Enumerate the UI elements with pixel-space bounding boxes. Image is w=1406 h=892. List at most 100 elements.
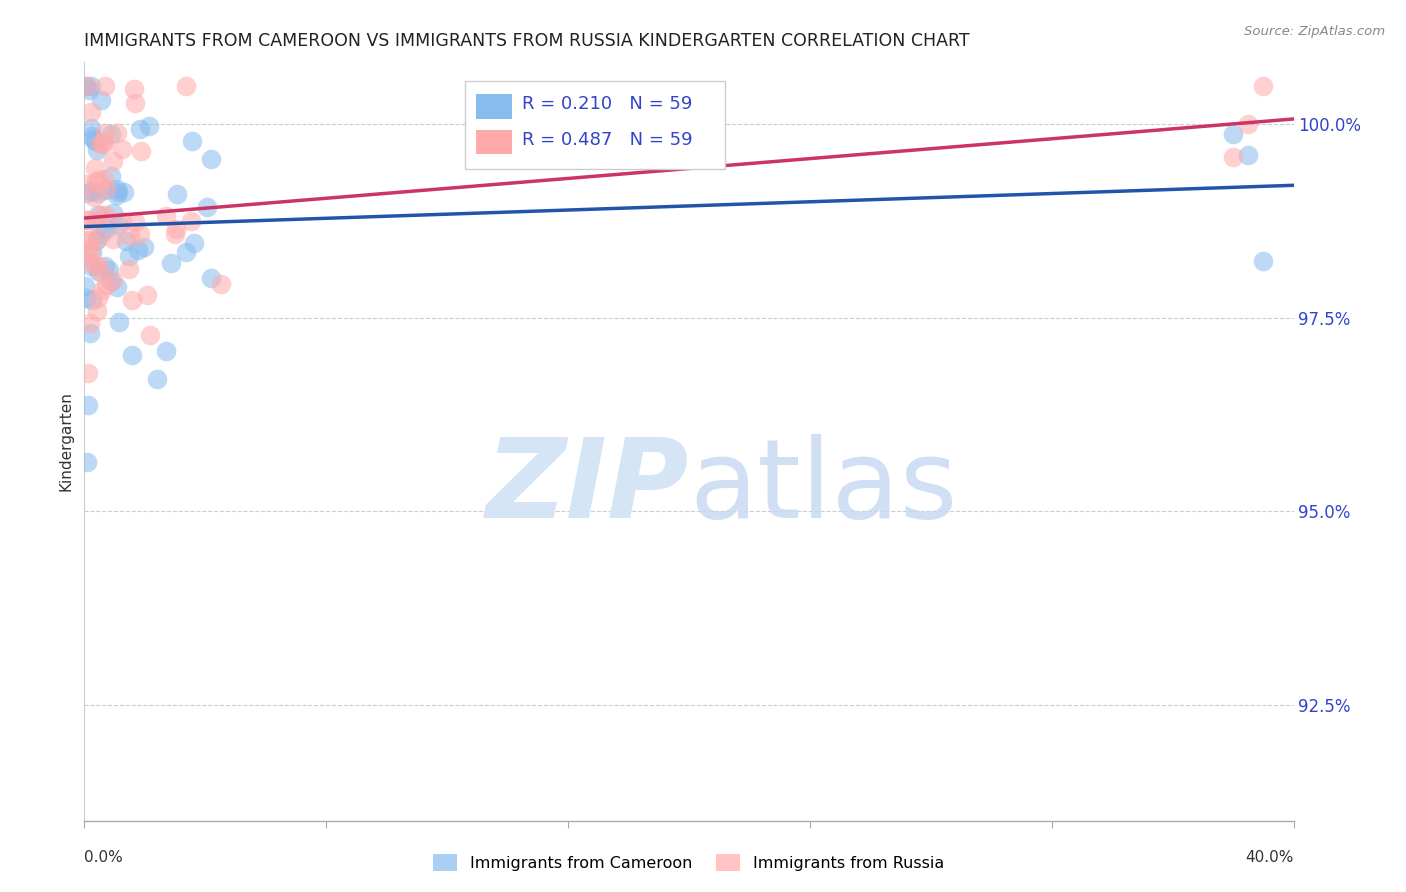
Point: [107, 218, 129, 232]
Point: [112, 185, 135, 199]
Point: [128, 227, 150, 241]
Point: [96, 182, 118, 196]
Point: [86, 186, 108, 201]
Point: [180, 214, 202, 228]
Point: [1253, 254, 1275, 268]
Point: [86, 304, 108, 318]
Point: [77, 83, 100, 97]
Point: [118, 262, 141, 277]
FancyBboxPatch shape: [477, 95, 512, 119]
Point: [111, 213, 134, 227]
Point: [77, 398, 100, 412]
Point: [101, 232, 124, 246]
Point: [76, 366, 98, 380]
Point: [84, 175, 107, 189]
Point: [111, 142, 134, 156]
Point: [86, 232, 108, 246]
Point: [90, 227, 112, 241]
Point: [79, 121, 101, 136]
Point: [79, 316, 101, 330]
Point: [80, 244, 103, 259]
Text: ZIP: ZIP: [485, 434, 689, 541]
Point: [101, 206, 124, 220]
Point: [107, 315, 129, 329]
Point: [115, 234, 138, 248]
Point: [107, 188, 129, 202]
Point: [83, 189, 105, 203]
Point: [129, 122, 152, 136]
Point: [121, 348, 143, 362]
Y-axis label: Kindergarten: Kindergarten: [58, 392, 73, 491]
Point: [94, 208, 117, 222]
Point: [76, 78, 98, 93]
Point: [80, 128, 103, 143]
Point: [75, 212, 97, 227]
Point: [1222, 150, 1244, 164]
Point: [79, 243, 101, 257]
Point: [165, 222, 187, 236]
Point: [90, 93, 112, 107]
Point: [76, 455, 98, 469]
Point: [86, 233, 108, 247]
Point: [84, 161, 107, 175]
Point: [79, 326, 101, 340]
Point: [87, 173, 110, 187]
Point: [122, 82, 145, 96]
Point: [80, 105, 103, 120]
Point: [101, 153, 124, 168]
Point: [87, 292, 110, 306]
Point: [100, 127, 122, 141]
Point: [146, 372, 169, 386]
Point: [124, 96, 146, 111]
Point: [183, 236, 205, 251]
Point: [127, 243, 149, 257]
Point: [118, 229, 141, 244]
Point: [75, 278, 97, 293]
Text: atlas: atlas: [689, 434, 957, 541]
Point: [100, 169, 122, 183]
Point: [105, 182, 128, 196]
Point: [87, 259, 110, 273]
Point: [94, 278, 117, 293]
Point: [107, 186, 129, 200]
Point: [76, 254, 98, 268]
Point: [94, 183, 117, 197]
FancyBboxPatch shape: [477, 130, 512, 154]
Point: [1237, 148, 1260, 162]
Point: [94, 260, 117, 274]
FancyBboxPatch shape: [465, 81, 725, 169]
Point: [84, 134, 107, 148]
Point: [124, 215, 146, 229]
Text: 0.0%: 0.0%: [84, 850, 124, 865]
Point: [75, 291, 97, 305]
Point: [86, 143, 108, 157]
Point: [93, 172, 115, 186]
Point: [80, 78, 103, 93]
Point: [160, 256, 183, 270]
Point: [105, 126, 128, 140]
Point: [84, 258, 107, 272]
Point: [118, 249, 141, 263]
Point: [80, 293, 103, 307]
Point: [136, 287, 159, 301]
Point: [94, 126, 117, 140]
Legend: Immigrants from Cameroon, Immigrants from Russia: Immigrants from Cameroon, Immigrants fro…: [427, 847, 950, 877]
Point: [75, 78, 97, 93]
Point: [82, 132, 104, 146]
Point: [89, 137, 111, 152]
Point: [91, 283, 114, 297]
Point: [93, 136, 115, 151]
Point: [75, 178, 97, 192]
Text: IMMIGRANTS FROM CAMEROON VS IMMIGRANTS FROM RUSSIA KINDERGARTEN CORRELATION CHAR: IMMIGRANTS FROM CAMEROON VS IMMIGRANTS F…: [84, 32, 970, 50]
Point: [77, 213, 100, 227]
Point: [195, 200, 218, 214]
Point: [163, 227, 186, 242]
Point: [86, 208, 108, 222]
Point: [96, 222, 118, 236]
Point: [90, 208, 112, 222]
Text: R = 0.210   N = 59: R = 0.210 N = 59: [522, 95, 692, 113]
Point: [174, 245, 197, 260]
Point: [121, 293, 143, 307]
Point: [138, 119, 160, 133]
Point: [82, 184, 104, 198]
